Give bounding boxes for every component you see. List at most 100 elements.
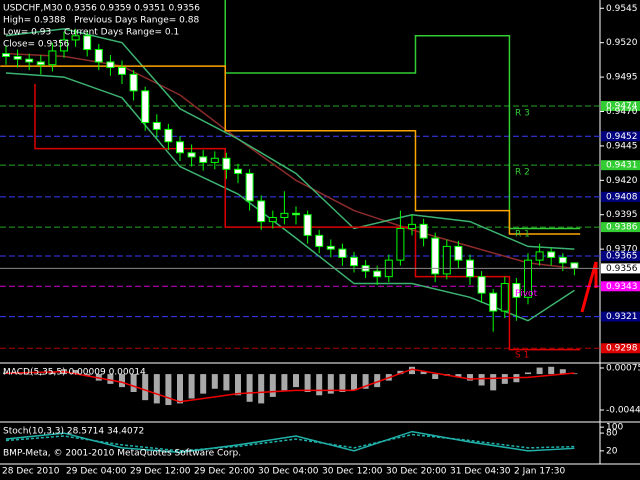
candle-body [2,53,10,57]
macd-bar [119,374,125,388]
candle-body [396,227,405,261]
candle-body [245,172,254,202]
y-tick-label: 20 [606,446,618,456]
candle-body [71,35,80,41]
y-tick-label: 0.9545 [606,4,638,14]
macd-bar [559,369,566,375]
macd-bar [339,374,346,393]
price-tag [601,131,640,142]
candle-body [210,157,219,163]
x-tick-label: 29 Dec 12:00 [130,467,191,477]
arrow [580,261,598,313]
candle-body [373,270,382,278]
candle-body [500,283,509,312]
macd-bar [316,374,323,396]
candle-body [442,245,451,275]
candle-body [257,200,266,223]
candle-body [176,141,184,154]
macd-bar [72,370,79,375]
macd-bar [304,374,311,393]
macd-bar [235,374,241,396]
price-tag-label: 0.9431 [606,161,638,171]
info-text: Low= 0.93 [3,28,51,38]
macd-bar [26,374,33,375]
info-text: Close= 0.9356 [3,40,70,50]
x-tick-label: 2 Jan 17:30 [514,467,566,477]
price-tag-label: 0.9321 [606,312,638,322]
y-tick-label: 80 [606,429,618,439]
macd-panel [3,366,578,406]
candle-body [164,128,173,143]
y-tick-label: 0.9520 [606,38,638,48]
macd-bar [200,374,207,394]
macd-bar [571,373,578,375]
candle-body [48,50,57,66]
candle-body [570,262,579,269]
price-tag [601,343,640,354]
pivot-level-label: Pivot [515,289,538,299]
y-tick-label: 100 [606,423,623,433]
candle-body [106,61,115,68]
info-text: Current Days Range= 0.1 [64,28,179,38]
candle-body [152,122,161,130]
price-tag-label: 0.9298 [606,344,638,354]
macd-bar [467,374,473,381]
candle-body [118,66,126,75]
macd-bar [84,374,91,376]
price-tag-label: 0.9452 [606,132,638,142]
y-tick-label: 0.00075 [606,363,640,373]
price-tag [601,311,640,322]
chart-title: USDCHF,M30 0.9356 0.9359 0.9351 0.9356 [3,4,200,14]
macd-bar [177,374,183,404]
candle-body [315,234,324,247]
candle-body [524,259,532,298]
macd-bar [374,374,381,388]
candle-body [13,55,22,60]
candle-body [350,256,358,267]
x-tick-label: 29 Dec 04:00 [66,467,127,477]
macd-bar [211,374,218,389]
macd-bar [501,374,508,384]
stoch-line [5,430,575,454]
macd-bar [548,366,555,375]
candle-body [303,214,312,236]
macd-bar [420,371,427,375]
x-tick-label: 28 Dec 2010 [2,467,60,477]
macd-bar [223,374,230,391]
macd-bar [409,366,415,375]
candle-body [454,245,463,261]
pivot-level-label: S 1 [515,351,529,361]
macd-bar [269,374,276,397]
macd-bar [490,374,497,391]
candle-body [419,223,428,239]
price-tag-label: 0.9365 [606,252,638,262]
price-panel [0,0,600,351]
macd-bar [536,367,543,375]
y-tick-label: -0.00441 [606,406,640,416]
last-price-tag [601,263,640,274]
macd-bar [37,374,44,375]
indicator-line [5,52,575,270]
candle-body [489,292,498,312]
x-tick-label: 29 Dec 20:00 [194,467,255,477]
macd-bar [525,372,531,375]
x-tick-label: 30 Dec 04:00 [258,467,319,477]
candle-body [129,73,138,92]
x-tick-label: 30 Dec 20:00 [386,467,447,477]
price-tag-label: 0.9343 [606,282,638,292]
candle-body [431,237,440,275]
x-tick-label: 31 Dec 04:30 [450,467,511,477]
macd-bar [362,374,369,389]
pivot-level-label: R 2 [515,168,530,178]
y-tick-label: 0.9495 [606,73,638,83]
candle-body [477,276,486,294]
macd-bar [246,374,253,402]
candle-body [94,49,103,63]
price-tag [601,281,640,292]
macd-bar [188,374,195,399]
macd-bar [165,374,172,406]
info-text: High= 0.9388 [3,16,66,26]
candle-body [558,256,567,264]
